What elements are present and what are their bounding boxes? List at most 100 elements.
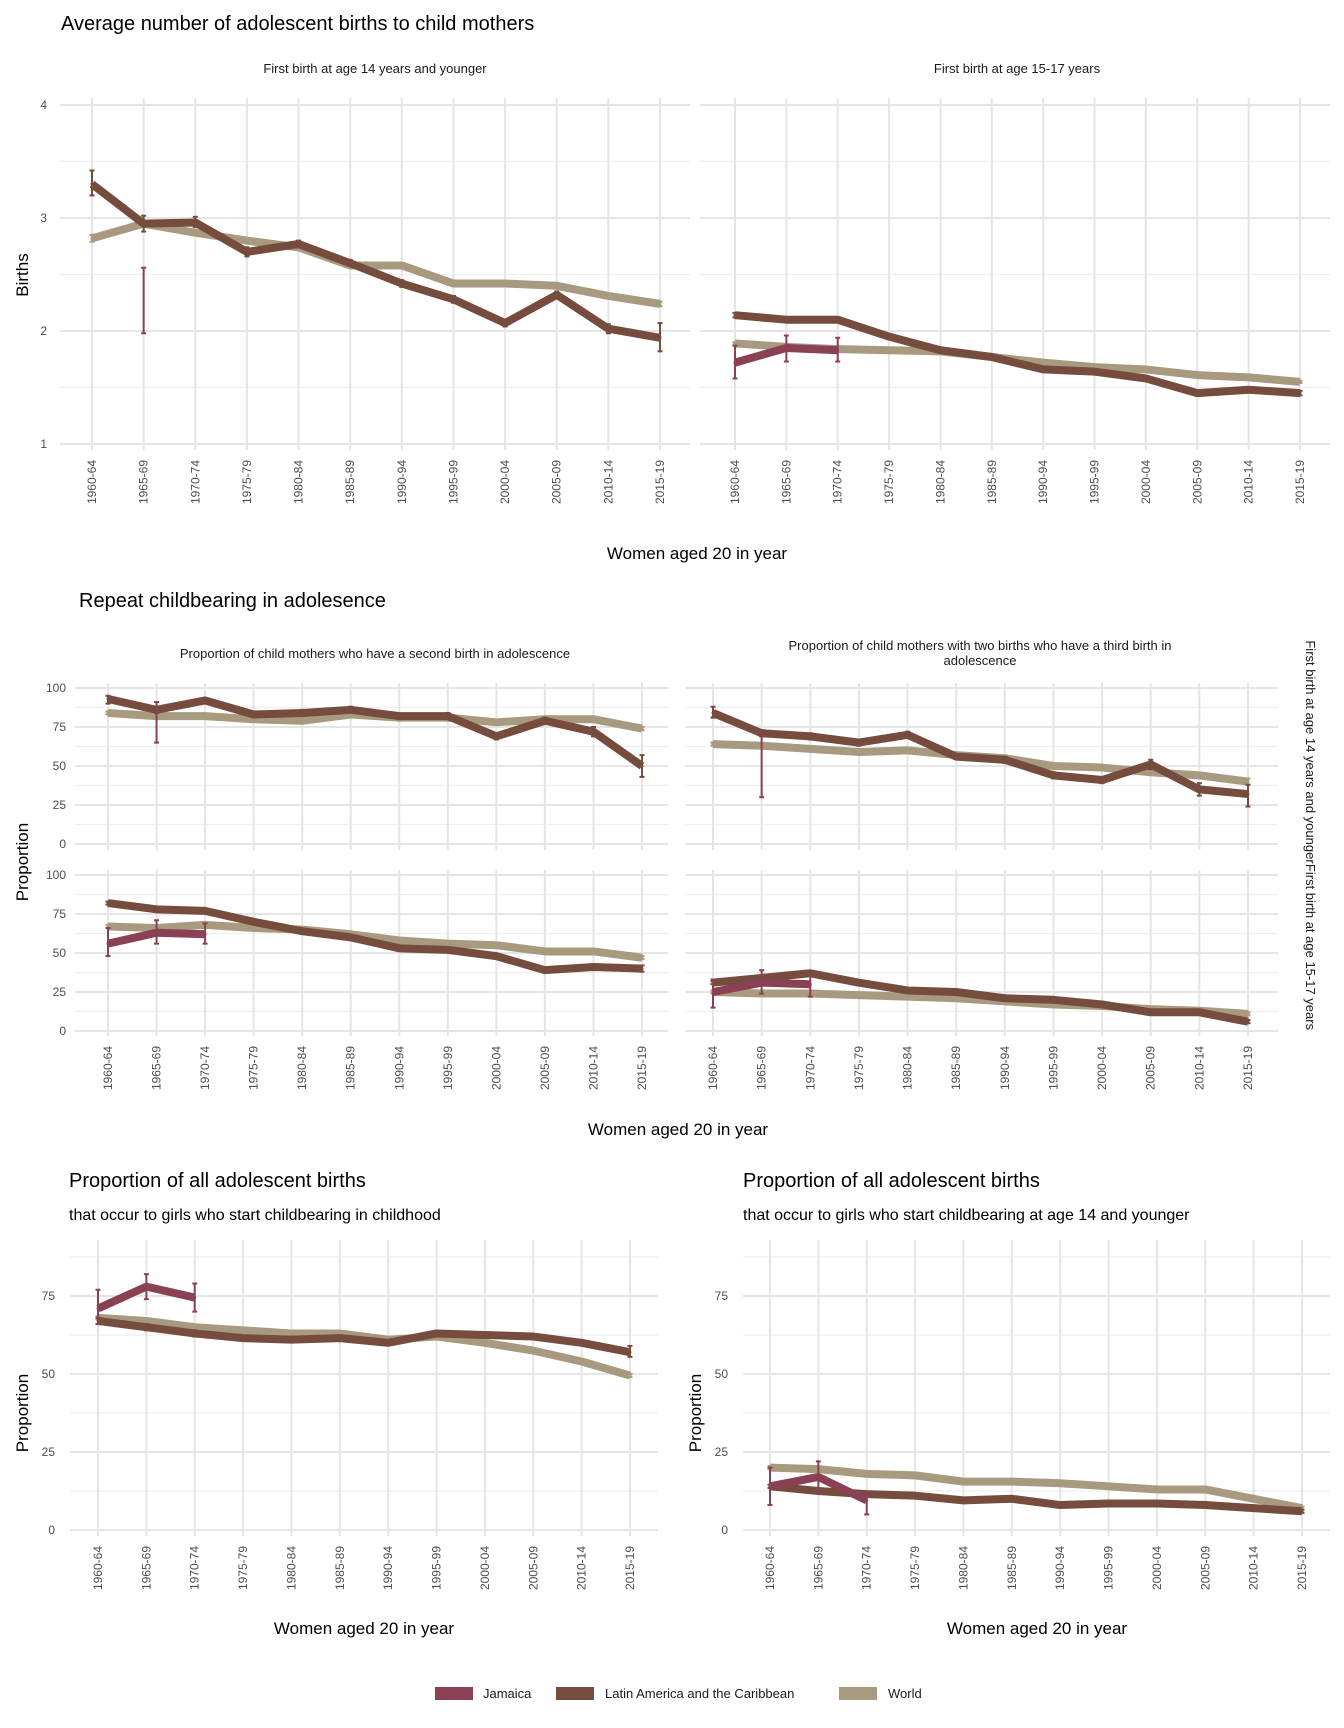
row-strip-line-2: First birth at age 15-17 years — [1303, 864, 1318, 1031]
error-bar-latin-america-and-the-caribbean — [482, 1332, 488, 1338]
error-bar-latin-america-and-the-caribbean — [1099, 775, 1105, 785]
x-tick-label: 1975-79 — [236, 1546, 250, 1590]
error-bar-world — [1040, 360, 1046, 365]
error-bar-jamaica — [192, 1282, 198, 1313]
error-bar-world — [1194, 372, 1200, 378]
error-bar-latin-america-and-the-caribbean — [1143, 376, 1149, 381]
panel-p3: 0 25 50 75 100 Proportion of child mothers wh… — [46, 646, 668, 851]
series-line-latin-america-and-the-caribbean — [107, 899, 643, 975]
x-tick-label: 1985-89 — [333, 1546, 347, 1590]
series-jamaica — [105, 919, 208, 958]
error-bar-latin-america-and-the-caribbean — [605, 323, 611, 335]
legend-label-latin-america: Latin America and the Caribbean — [605, 1686, 794, 1701]
error-bar-world — [1154, 1486, 1160, 1492]
legend: Jamaica Latin America and the Caribbean … — [435, 1686, 922, 1701]
series-jamaica — [710, 969, 813, 1009]
series-jamaica — [767, 1460, 870, 1516]
x-tick-label: 1960-64 — [85, 460, 99, 504]
panel-title: Proportion of child mothers who have a s… — [180, 646, 570, 661]
y-tick-label: 25 — [53, 985, 67, 999]
error-bar-world — [1009, 1479, 1015, 1485]
error-bar-world — [627, 1373, 633, 1379]
y-tick-label: 25 — [53, 798, 67, 812]
x-tick-label: 1960-64 — [101, 1046, 115, 1090]
y-tick-label: 2 — [40, 324, 47, 338]
error-bar-jamaica — [732, 344, 738, 380]
error-bar-world — [445, 941, 451, 947]
series-jamaica — [759, 732, 765, 799]
x-tick-label: 2005-09 — [526, 1546, 540, 1590]
section-4-y-axis-title: Proportion — [686, 1374, 705, 1452]
error-bar-latin-america-and-the-caribbean — [1040, 367, 1046, 372]
section-2-y-axis-title: Proportion — [13, 823, 32, 901]
x-tick-label: 2000-04 — [478, 1546, 492, 1590]
error-bar-jamaica — [95, 1288, 101, 1326]
legend-swatch-latin-america — [556, 1687, 594, 1700]
panel-p1: 1 2 3 4 1960-64 1965-69 1970-74 1975-79 1980-84 1… — [40, 61, 690, 504]
panel-p7: 0 25 50 75 1960-64 1965-69 1970-74 1975-79 1980-… — [42, 1240, 658, 1590]
x-tick-label: 1970-74 — [188, 460, 202, 504]
error-bar-latin-america-and-the-caribbean — [192, 215, 198, 229]
x-tick-label: 2010-14 — [1192, 1046, 1206, 1090]
x-tick-label: 1975-79 — [852, 1046, 866, 1090]
error-bar-world — [590, 716, 596, 722]
error-bar-latin-america-and-the-caribbean — [953, 754, 959, 760]
series-line-latin-america-and-the-caribbean — [712, 969, 1249, 1026]
section-2-x-axis-title: Women aged 20 in year — [588, 1120, 769, 1139]
x-tick-label: 1975-79 — [240, 460, 254, 504]
y-tick-label: 0 — [59, 837, 66, 851]
error-bar-latin-america-and-the-caribbean — [143, 1323, 149, 1332]
panel-p8: 0 25 50 75 1960-64 1965-69 1970-74 1975-79 1980-… — [715, 1240, 1330, 1590]
error-bar-world — [493, 719, 499, 725]
error-bar-jamaica — [864, 1491, 870, 1516]
x-tick-label: 2005-09 — [550, 460, 564, 504]
error-bar-jamaica — [143, 1273, 149, 1301]
y-tick-label: 0 — [48, 1523, 55, 1537]
error-bar-latin-america-and-the-caribbean — [542, 716, 548, 725]
error-bar-latin-america-and-the-caribbean — [105, 900, 111, 906]
x-tick-label: 1970-74 — [860, 1546, 874, 1590]
x-tick-label: 1960-64 — [728, 460, 742, 504]
panel-p2: 1960-64 1965-69 1970-74 1975-79 1980-84 1985-… — [700, 61, 1330, 504]
error-bar-world — [639, 955, 645, 961]
error-bar-latin-america-and-the-caribbean — [639, 964, 645, 973]
error-bar-latin-america-and-the-caribbean — [1106, 1500, 1112, 1507]
legend-swatch-world — [839, 1687, 877, 1700]
legend-item-latin-america[interactable]: Latin America and the Caribbean — [556, 1686, 794, 1701]
y-tick-label: 50 — [53, 759, 67, 773]
y-tick-label: 75 — [53, 907, 67, 921]
error-bar-latin-america-and-the-caribbean — [732, 311, 738, 319]
x-tick-label: 1980-84 — [292, 460, 306, 504]
error-bar-latin-america-and-the-caribbean — [445, 711, 451, 721]
panel-p4: Proportion of child mothers with two bir… — [685, 638, 1278, 850]
x-tick-label: 2005-09 — [538, 1046, 552, 1090]
x-tick-label: 1970-74 — [198, 1046, 212, 1090]
error-bar-latin-america-and-the-caribbean — [288, 1337, 294, 1343]
x-tick-label: 1960-64 — [706, 1046, 720, 1090]
x-tick-label: 1985-89 — [949, 1046, 963, 1090]
error-bar-world — [502, 281, 508, 286]
error-bar-latin-america-and-the-caribbean — [1092, 369, 1098, 374]
error-bar-world — [856, 992, 862, 998]
error-bar-latin-america-and-the-caribbean — [347, 258, 353, 267]
legend-item-world[interactable]: World — [839, 1686, 922, 1701]
series-line-latin-america-and-the-caribbean — [97, 1316, 631, 1357]
error-bar-jamaica — [154, 701, 160, 744]
error-bar-world — [912, 1472, 918, 1478]
legend-item-jamaica[interactable]: Jamaica — [435, 1686, 532, 1701]
error-bar-jamaica — [759, 732, 765, 799]
x-tick-label: 1990-94 — [998, 1046, 1012, 1090]
error-bar-latin-america-and-the-caribbean — [1299, 1508, 1305, 1514]
legend-label-world: World — [888, 1686, 922, 1701]
error-bar-latin-america-and-the-caribbean — [154, 906, 160, 912]
x-tick-label: 1995-99 — [1088, 460, 1102, 504]
error-bar-latin-america-and-the-caribbean — [807, 732, 813, 741]
error-bar-latin-america-and-the-caribbean — [783, 317, 789, 322]
error-bar-latin-america-and-the-caribbean — [240, 1335, 246, 1341]
series-latin-america-and-the-caribbean — [105, 899, 645, 975]
error-bar-jamaica — [141, 266, 147, 335]
error-bar-world — [89, 233, 95, 243]
error-bar-world — [493, 942, 499, 948]
